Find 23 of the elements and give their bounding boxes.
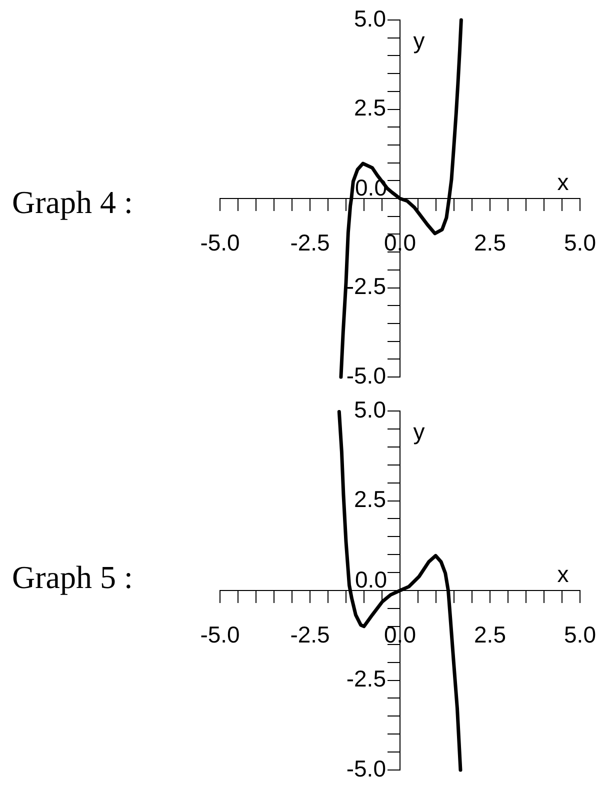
x-tick-label: -2.5 xyxy=(290,622,330,648)
x-tick-label: 5.0 xyxy=(564,622,596,648)
y-tick-label: -5.0 xyxy=(346,755,386,782)
x-tick-label: 5.0 xyxy=(564,230,596,256)
x-tick-label: -5.0 xyxy=(200,622,240,648)
text: Graph 4 : xyxy=(12,184,133,221)
y-tick-label: -5.0 xyxy=(346,362,386,388)
y-tick-label: 5.0 xyxy=(354,5,386,32)
x-tick-label: -2.5 xyxy=(290,230,330,256)
x-axis-title: x xyxy=(557,560,570,587)
x-tick-label: -5.0 xyxy=(200,230,240,256)
y-tick-label: 5.0 xyxy=(354,396,386,422)
text: Graph 5 : xyxy=(12,559,133,596)
x-tick-label: 2.5 xyxy=(474,230,506,256)
y-tick-label: -2.5 xyxy=(346,273,386,300)
y-tick-label: 2.5 xyxy=(354,94,386,121)
y-axis-title: y xyxy=(413,418,426,444)
x-axis-title: x xyxy=(557,168,570,195)
y-axis-title: y xyxy=(413,27,426,54)
y-tick-label: 0.0 xyxy=(355,566,387,592)
y-tick-label: 2.5 xyxy=(354,486,386,512)
x-tick-label: 2.5 xyxy=(474,622,506,648)
y-tick-label: -2.5 xyxy=(346,666,386,692)
